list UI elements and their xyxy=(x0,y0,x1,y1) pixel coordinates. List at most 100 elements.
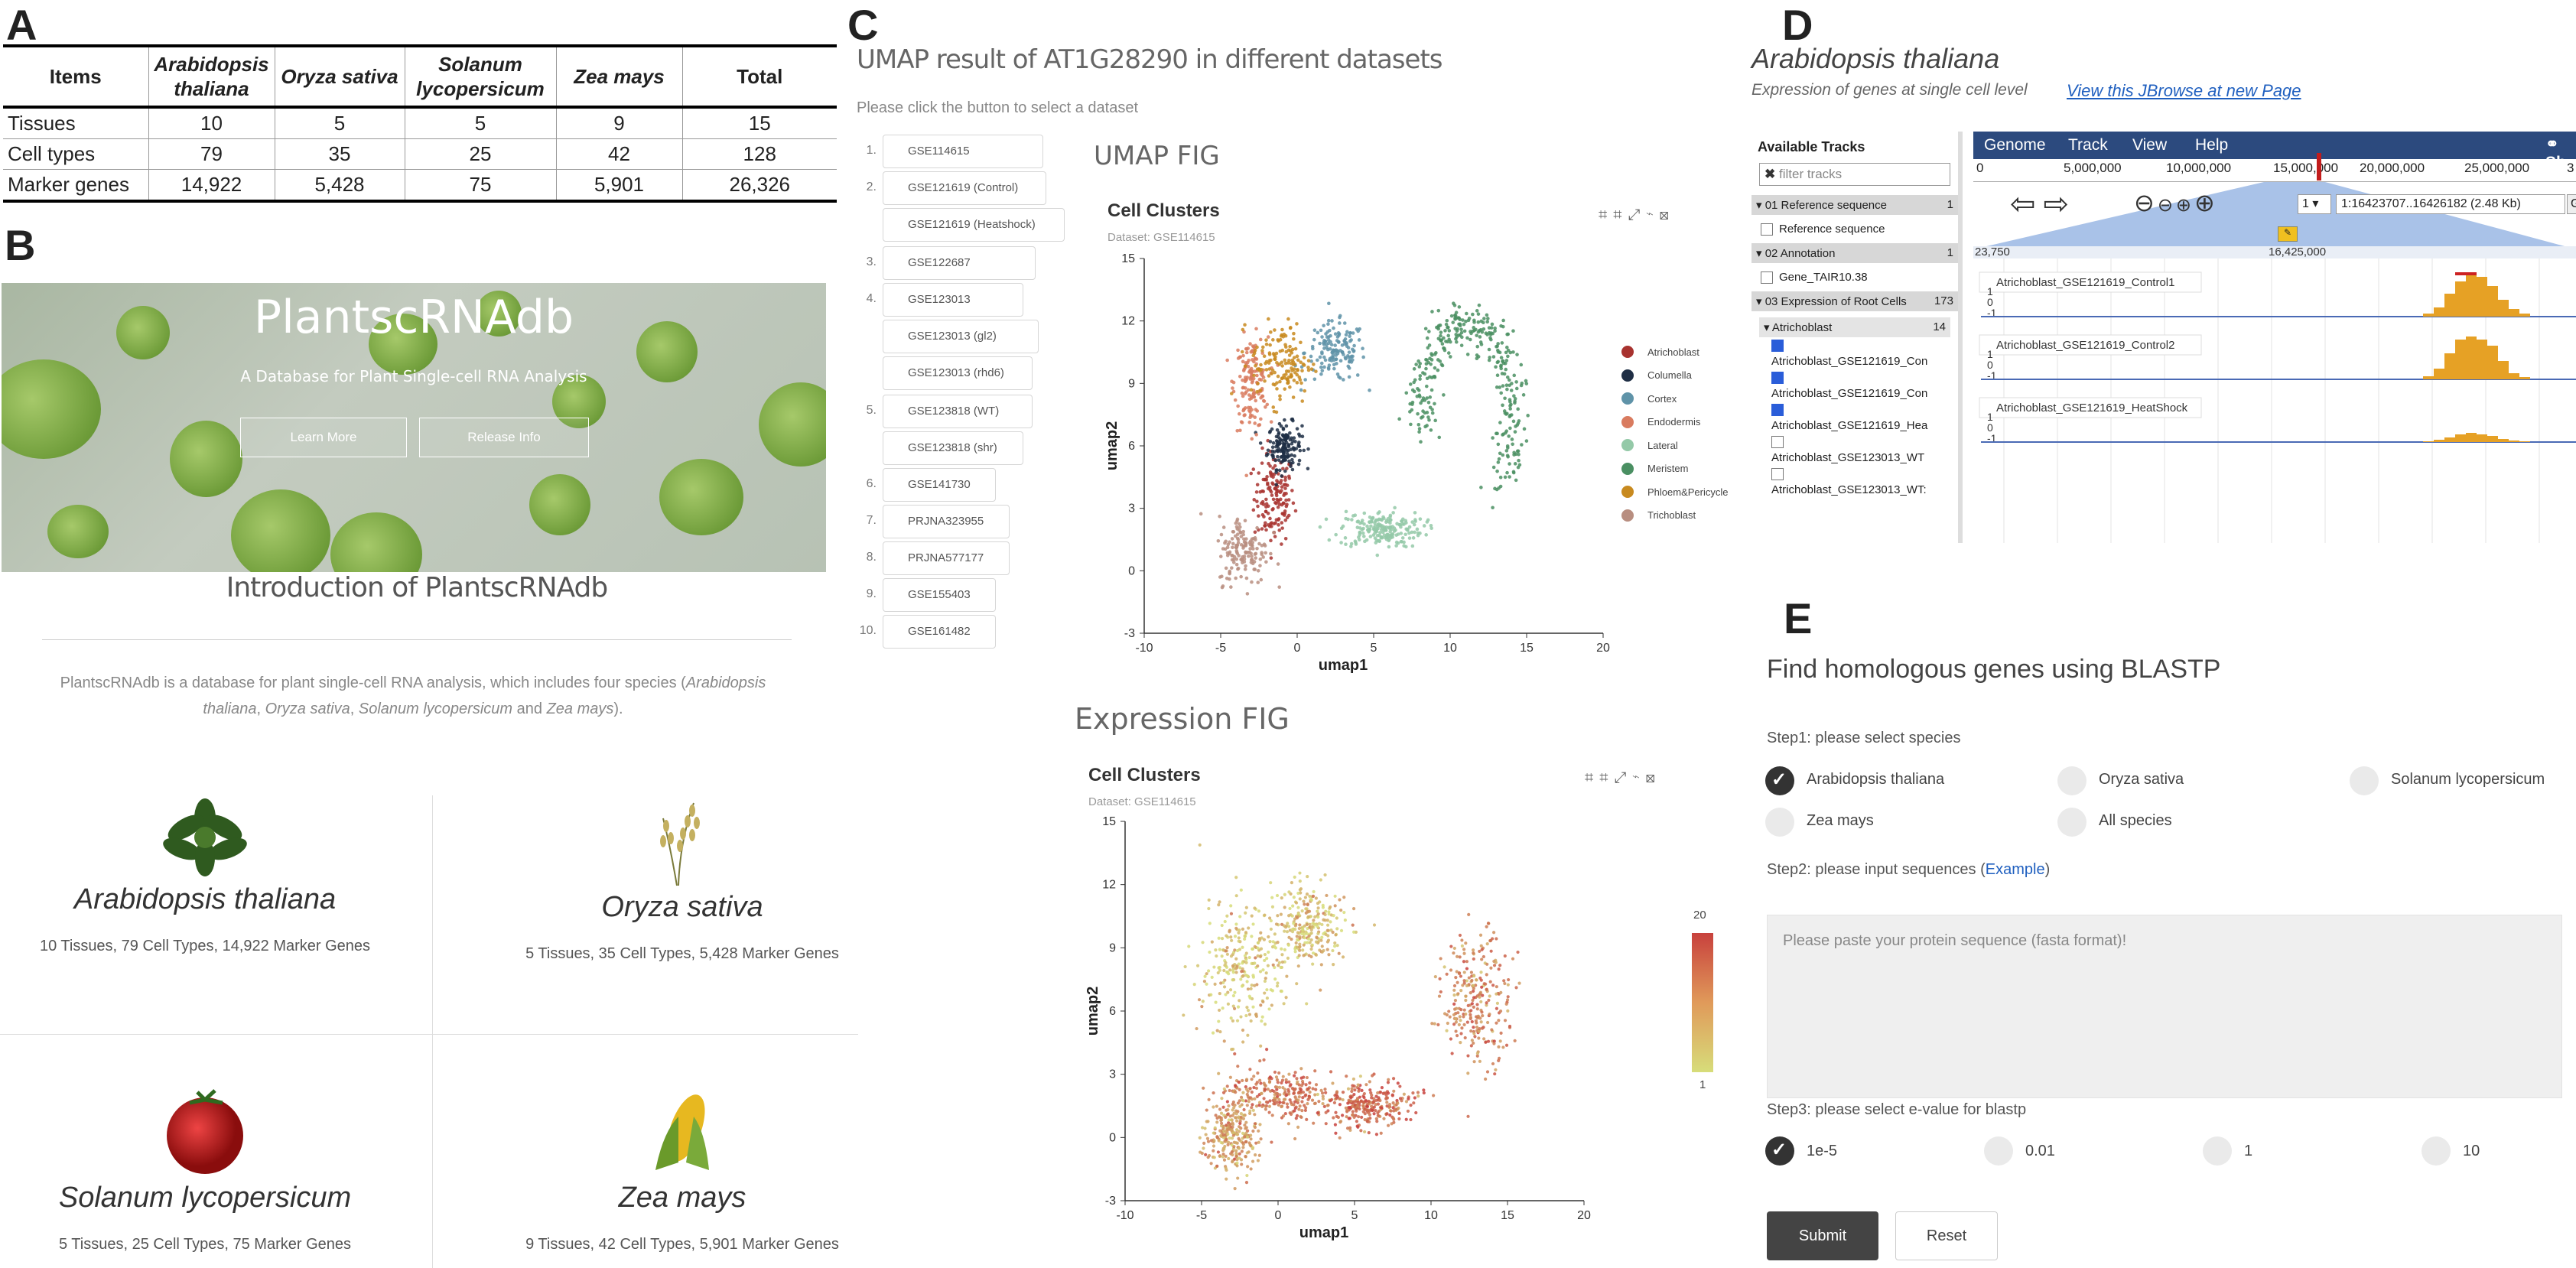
evalue-radio-10[interactable] xyxy=(2422,1136,2451,1166)
dataset-button[interactable]: GSE161482 xyxy=(883,615,996,649)
clear-icon[interactable]: ✖ xyxy=(1764,167,1776,181)
species-radio-all[interactable] xyxy=(2057,808,2086,837)
legend-item[interactable]: Lateral xyxy=(1621,439,1678,451)
scatter-point xyxy=(1265,988,1269,992)
pan-left-icon[interactable]: ⇦ xyxy=(2010,187,2044,221)
sub-track-item[interactable]: Atrichoblast_GSE121619_Con xyxy=(1771,369,1958,402)
track-checkbox[interactable] xyxy=(1771,436,1784,449)
track-checkbox[interactable] xyxy=(1761,271,1773,284)
legend-item[interactable]: Phloem&Pericycle xyxy=(1621,486,1729,498)
expand-icon[interactable]: ⤢ xyxy=(1614,769,1633,786)
location-input[interactable]: 1:16423707..16426182 (2.48 Kb) xyxy=(2336,194,2565,214)
evalue-radio-1[interactable] xyxy=(2203,1136,2232,1166)
sub-track-item[interactable]: Atrichoblast_GSE123013_WT xyxy=(1771,434,1958,466)
scatter-point xyxy=(1258,1123,1262,1127)
dataset-button[interactable]: PRJNA323955 xyxy=(883,505,1010,538)
scatter-point xyxy=(1234,1109,1238,1113)
crop-icon[interactable]: ⌗ xyxy=(1599,206,1614,223)
menu-track[interactable]: Track xyxy=(2068,136,2108,154)
chromosome-select[interactable]: 1 ▾ xyxy=(2298,194,2331,214)
track-group-header[interactable]: ▾ 02 Annotation 1 xyxy=(1751,243,1958,264)
expand-icon[interactable]: ⤢ xyxy=(1628,206,1647,223)
example-link[interactable]: Example xyxy=(1985,861,2045,878)
zoom-out-small-icon[interactable]: ⊖ xyxy=(2157,195,2176,216)
menu-help[interactable]: Help xyxy=(2195,136,2229,154)
zoom-out-icon[interactable]: ⊖ xyxy=(2134,189,2158,216)
dataset-button[interactable]: GSE121619 (Heatshock) xyxy=(883,208,1065,242)
dataset-button[interactable]: GSE141730 xyxy=(883,468,996,502)
legend-item[interactable]: Columella xyxy=(1621,369,1692,382)
jbrowse-new-page-link[interactable]: View this JBrowse at new Page xyxy=(2067,81,2301,100)
dataset-button[interactable]: GSE155403 xyxy=(883,578,996,612)
crop-icon[interactable]: ⌗ xyxy=(1585,769,1600,786)
dataset-button[interactable]: GSE122687 xyxy=(883,246,1036,280)
sequence-textarea[interactable]: Please paste your protein sequence (fast… xyxy=(1767,915,2562,1098)
track-checkbox[interactable] xyxy=(1771,468,1784,481)
reset-button[interactable]: Reset xyxy=(1895,1211,1998,1260)
sub-track-item[interactable]: Atrichoblast_GSE123013_WT: xyxy=(1771,466,1958,498)
dataset-button[interactable]: GSE123818 (shr) xyxy=(883,431,1023,465)
track-item[interactable]: Reference sequence xyxy=(1751,215,1958,243)
legend-item[interactable]: Meristem xyxy=(1621,462,1688,475)
coverage-bar xyxy=(2509,309,2519,317)
track-item[interactable]: Gene_TAIR10.38 xyxy=(1751,263,1958,291)
scatter-point xyxy=(1497,1045,1501,1049)
scatter-point xyxy=(1265,957,1269,961)
reset-icon[interactable]: ⊠ xyxy=(1659,206,1676,223)
menu-view[interactable]: View xyxy=(2132,136,2168,154)
track-checkbox[interactable] xyxy=(1771,340,1784,353)
species-radio-oryza[interactable] xyxy=(2057,766,2086,795)
legend-item[interactable]: Atrichoblast xyxy=(1621,346,1699,358)
species-card-rice[interactable]: Oryza sativa 5 Tissues, 35 Cell Types, 5… xyxy=(476,795,889,963)
learn-more-button[interactable]: Learn More xyxy=(240,418,407,457)
track-checkbox[interactable] xyxy=(1771,404,1784,417)
sub-track-item[interactable]: Atrichoblast_GSE121619_Con xyxy=(1771,337,1958,369)
release-info-button[interactable]: Release Info xyxy=(419,418,589,457)
dataset-button[interactable]: GSE123013 (rhd6) xyxy=(883,356,1033,390)
legend-item[interactable]: Cortex xyxy=(1621,392,1677,405)
sub-track-item[interactable]: Atrichoblast_GSE121619_Hea xyxy=(1771,402,1958,434)
menu-genome[interactable]: Genome xyxy=(1984,136,2046,154)
species-card-arabidopsis[interactable]: Arabidopsis thaliana 10 Tissues, 79 Cell… xyxy=(0,795,411,955)
dataset-button[interactable]: PRJNA577177 xyxy=(883,541,1010,575)
species-card-tomato[interactable]: Solanum lycopersicum 5 Tissues, 25 Cell … xyxy=(0,1086,411,1253)
track-group-header[interactable]: ▾ 03 Expression of Root Cells 173 xyxy=(1751,291,1958,312)
zoom-in-small-icon[interactable]: ⊕ xyxy=(2175,195,2195,216)
filter-tracks-input[interactable]: ✖ filter tracks xyxy=(1759,163,1950,186)
legend-item[interactable]: Trichoblast xyxy=(1621,509,1696,522)
lasso-icon[interactable]: ⌁ xyxy=(1646,206,1660,223)
legend-item[interactable]: Endodermis xyxy=(1621,415,1700,428)
go-button[interactable]: Go xyxy=(2567,194,2576,214)
species-radio-zea[interactable] xyxy=(1765,808,1794,837)
track-subgroup-header[interactable]: ▾ Atrichoblast 14 xyxy=(1759,317,1950,338)
dataset-button[interactable]: GSE123013 (gl2) xyxy=(883,320,1039,353)
crop-alt-icon[interactable]: ⌗ xyxy=(1613,206,1628,223)
reset-icon[interactable]: ⊠ xyxy=(1645,769,1662,786)
species-card-maize[interactable]: Zea mays 9 Tissues, 42 Cell Types, 5,901… xyxy=(476,1086,889,1253)
dataset-button[interactable]: GSE114615 xyxy=(883,135,1043,168)
track-checkbox[interactable] xyxy=(1771,372,1784,385)
dataset-button[interactable]: GSE123818 (WT) xyxy=(883,395,1033,428)
species-radio-solanum[interactable] xyxy=(2350,766,2379,795)
crop-alt-icon[interactable]: ⌗ xyxy=(1599,769,1615,786)
position-marker[interactable] xyxy=(2317,153,2321,180)
evalue-radio-1e-5[interactable] xyxy=(1765,1136,1794,1166)
zoom-in-icon[interactable]: ⊕ xyxy=(2194,189,2218,216)
lasso-icon[interactable]: ⌁ xyxy=(1632,769,1646,786)
highlight-icon[interactable]: ✎ xyxy=(2278,226,2298,242)
track-checkbox[interactable] xyxy=(1761,223,1773,236)
track-group-header[interactable]: ▾ 01 Reference sequence 1 xyxy=(1751,195,1958,215)
submit-button[interactable]: Submit xyxy=(1767,1211,1878,1260)
dataset-button[interactable]: GSE123013 (WT) xyxy=(883,283,1023,338)
dataset-button[interactable]: GSE121619 (Control) xyxy=(883,171,1046,205)
pan-right-icon[interactable]: ⇨ xyxy=(2043,187,2077,221)
scatter-point xyxy=(1413,1096,1416,1100)
evalue-radio-0.01[interactable] xyxy=(1984,1136,2013,1166)
species-radio-arabidopsis[interactable] xyxy=(1765,766,1794,795)
